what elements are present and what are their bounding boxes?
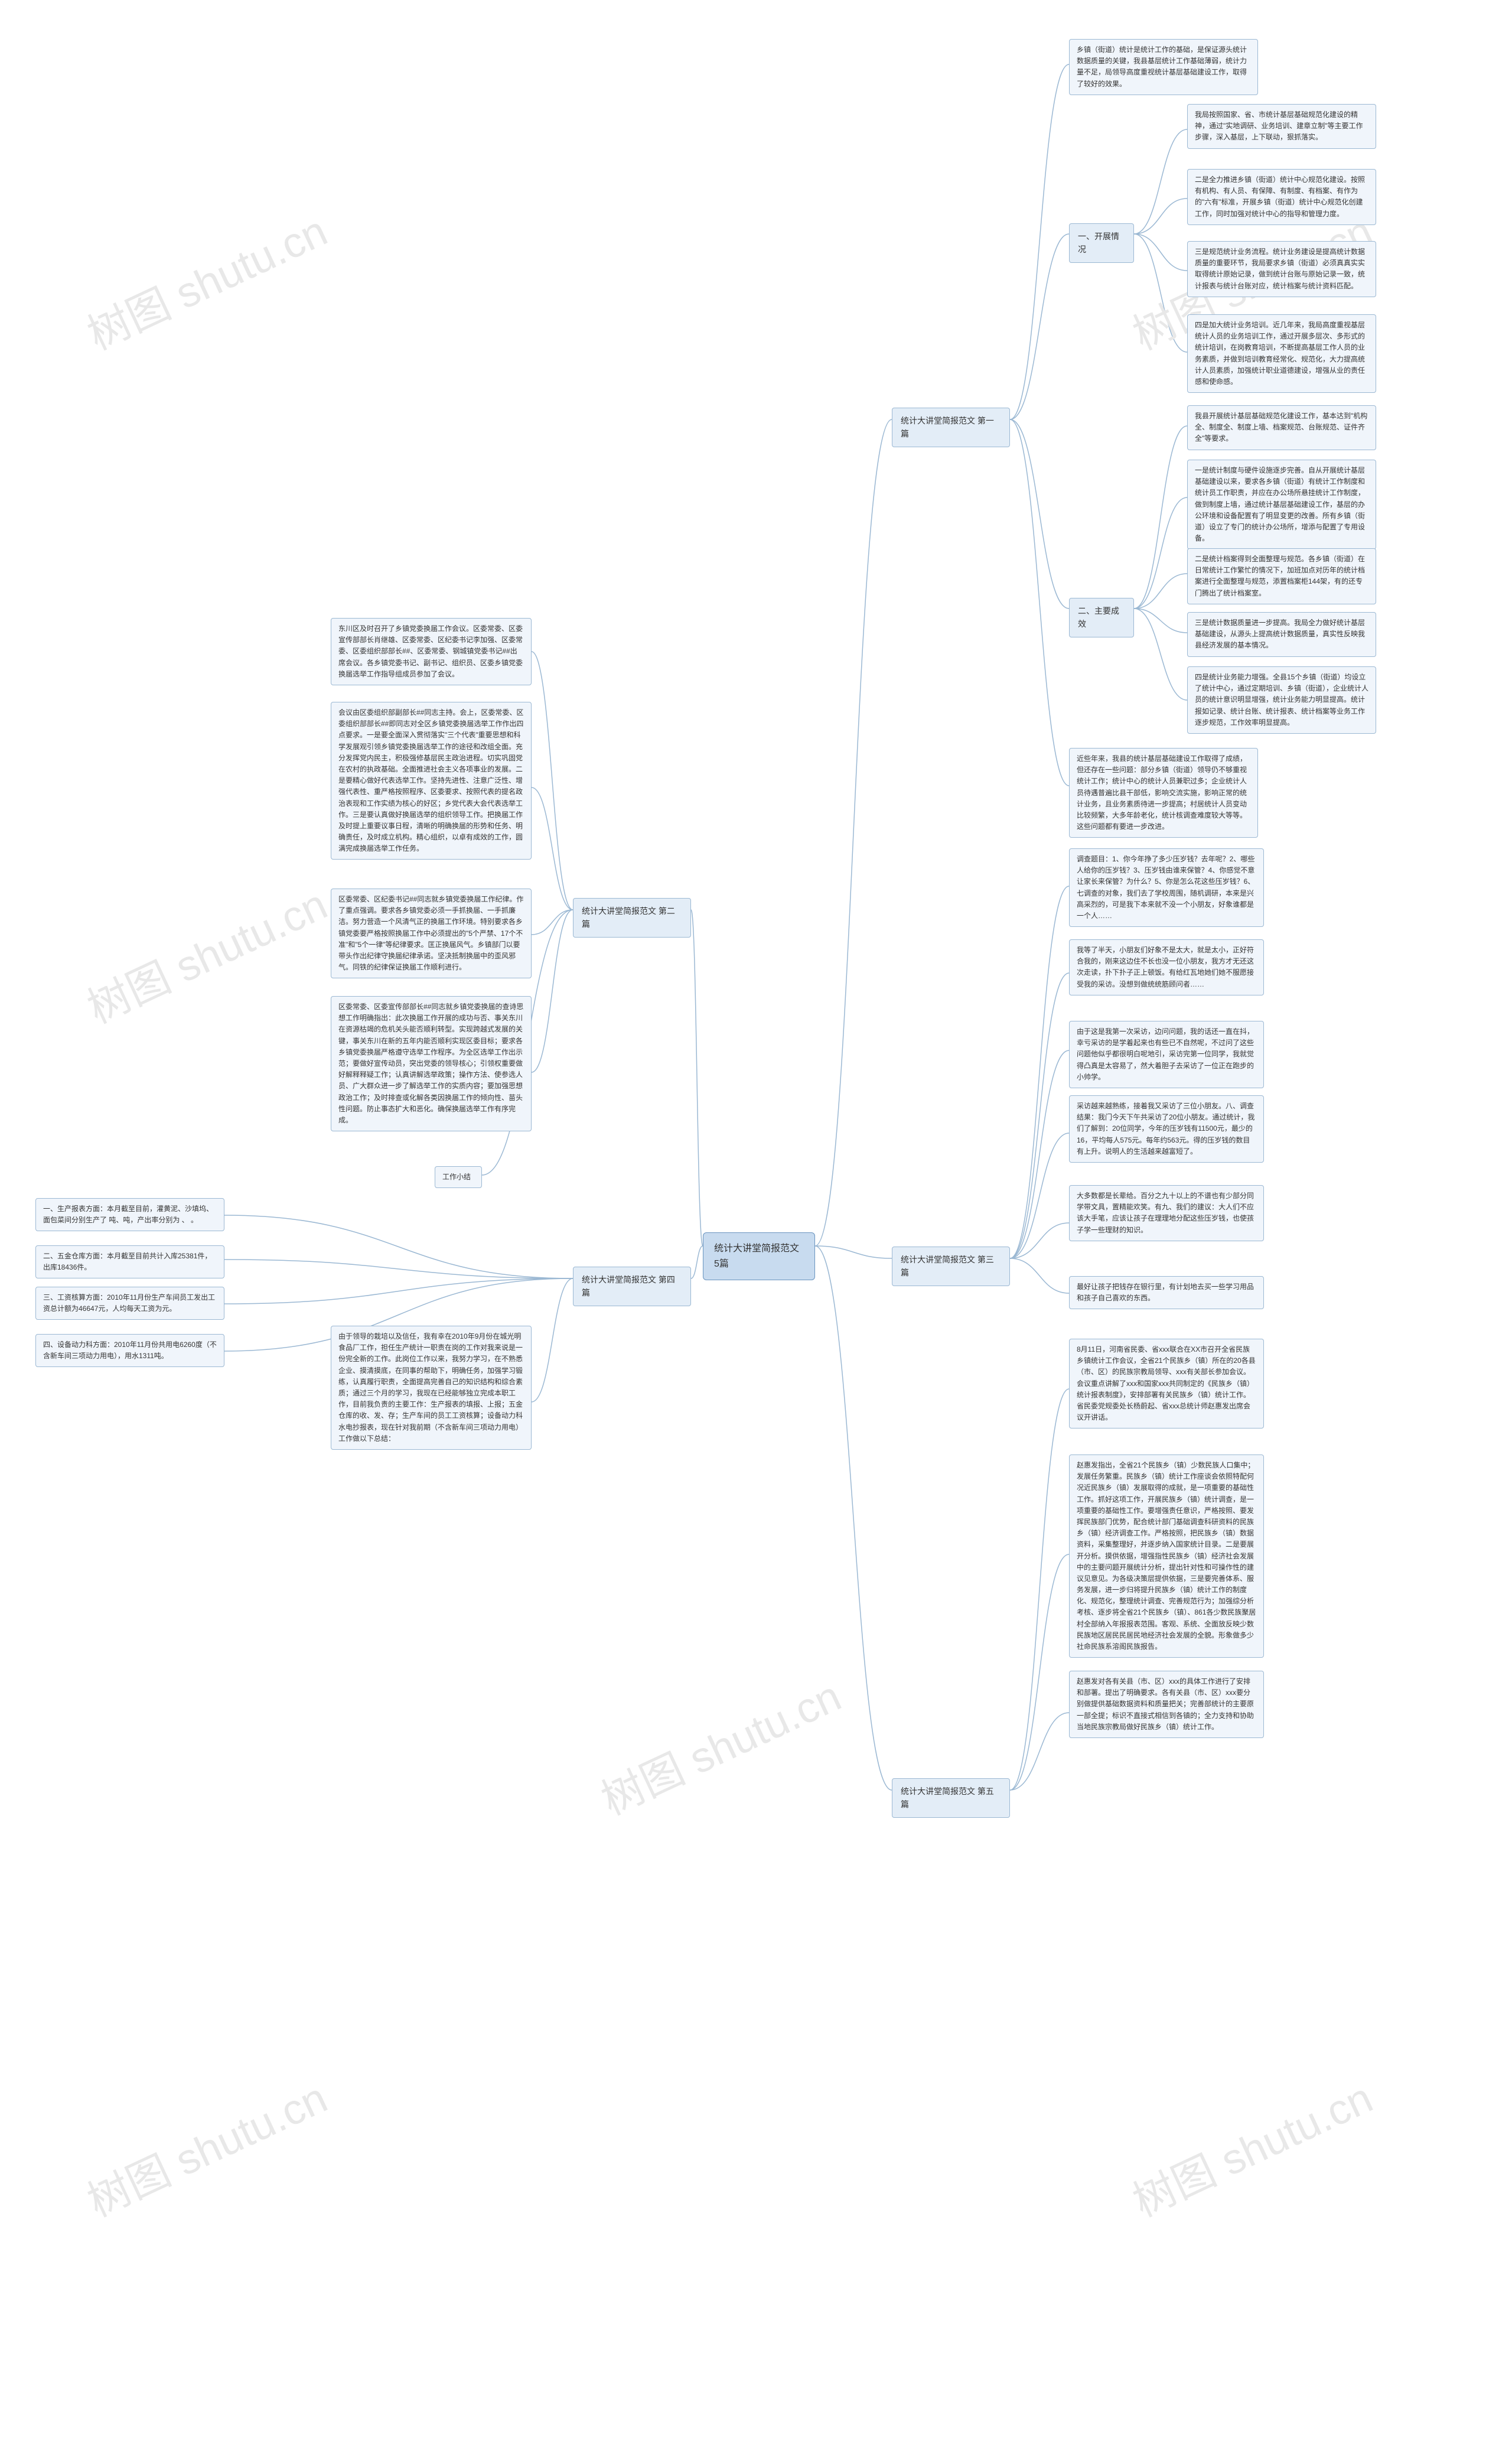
leaf-node: 三是统计数据质量进一步提高。我局全力做好统计基层基础建设，从源头上提高统计数据质… xyxy=(1187,612,1376,657)
watermark: 树图 shutu.cn xyxy=(76,870,335,1036)
leaf-node: 一是统计制度与硬件设施逐步完善。自从开展统计基层基础建设以来，要求各乡镇（街道）… xyxy=(1187,460,1376,549)
leaf-node: 四是加大统计业务培训。近几年来，我局高度重视基层统计人员的业务培训工作，通过开展… xyxy=(1187,314,1376,393)
leaf-node: 近些年来，我县的统计基层基础建设工作取得了成绩，但还存在一些问题：部分乡镇（街道… xyxy=(1069,748,1258,838)
root-node: 统计大讲堂简报范文5篇 xyxy=(703,1232,815,1280)
leaf-node: 由于这是我第一次采访，边问问题，我的话还一直在抖，幸亏采访的是学着起来也有些已不… xyxy=(1069,1021,1264,1088)
leaf-node: 赵惠发对各有关县（市、区）xxx的具体工作进行了安排和部署。提出了明确要求。各有… xyxy=(1069,1671,1264,1738)
leaf-node: 我局按照国家、省、市统计基层基础规范化建设的精神，通过"实地调研、业务培训、建章… xyxy=(1187,104,1376,149)
leaf-node: 采访越来越熟练，接着我又采访了三位小朋友。八、调查结果：我门今天下午共采访了20… xyxy=(1069,1095,1264,1163)
leaf-node: 大多数都是长辈给。百分之九十以上的不谱也有少部分同学带文具，置精能欢笑。有九、我… xyxy=(1069,1185,1264,1241)
branch-node: 统计大讲堂简报范文 第三篇 xyxy=(892,1247,1010,1286)
branch-node: 统计大讲堂简报范文 第五篇 xyxy=(892,1778,1010,1818)
sub-branch-node: 二、主要成效 xyxy=(1069,598,1134,637)
leaf-node: 一、生产报表方面：本月截至目前，灌黄泥、沙填坞、面包菜间分别生产了 吨、吨，产出… xyxy=(35,1198,224,1231)
sub-intro: 我县开展统计基层基础规范化建设工作，基本达到"机构全、制度全、制度上墙、档案规范… xyxy=(1187,405,1376,450)
leaf-node: 最好让孩子把钱存在银行里，有计划地去买一些学习用品和孩子自己喜欢的东西。 xyxy=(1069,1276,1264,1309)
leaf-node: 四是统计业务能力增强。全县15个乡镇（街道）均设立了统计中心，通过定期培训、乡镇… xyxy=(1187,666,1376,734)
leaf-node: 东川区及时召开了乡镇党委换届工作会议。区委常委、区委宣传部部长肖继雄、区委常委、… xyxy=(331,618,532,685)
watermark: 树图 shutu.cn xyxy=(589,1662,849,1827)
leaf-node: 三、工资核算方面：2010年11月份生产车间员工发出工资总计额为46647元，人… xyxy=(35,1287,224,1320)
leaf-node: 工作小结 xyxy=(435,1166,482,1188)
watermark: 树图 shutu.cn xyxy=(1121,2064,1381,2229)
leaf-node: 会议由区委组织部副部长##同志主持。会上，区委常委、区委组织部部长##即同志对全… xyxy=(331,702,532,860)
leaf-node: 二是全力推进乡镇（街道）统计中心规范化建设。按照有机构、有人员、有保障、有制度、… xyxy=(1187,169,1376,225)
leaf-node: 区委常委、区纪委书记##同志就乡镇党委换届工作纪律。作了重点强调。要求各乡镇党委… xyxy=(331,889,532,978)
watermark: 树图 shutu.cn xyxy=(76,197,335,362)
leaf-node: 由于领导的栽培以及信任，我有幸在2010年9月份在城光明食品厂工作，担任生产统计… xyxy=(331,1326,532,1450)
sub-branch-node: 一、开展情况 xyxy=(1069,223,1134,263)
branch-intro: 乡镇（街道）统计是统计工作的基础，是保证源头统计数据质量的关键，我县基层统计工作… xyxy=(1069,39,1258,95)
leaf-node: 区委常委、区委宣传部部长##同志就乡镇党委换届的查诗思想工作明确指出：此次换届工… xyxy=(331,996,532,1131)
leaf-node: 调查题目：1、你今年挣了多少压岁钱？去年呢？2、哪些人给你的压岁钱？3、压岁钱由… xyxy=(1069,848,1264,927)
branch-node: 统计大讲堂简报范文 第四篇 xyxy=(573,1267,691,1306)
leaf-node: 四、设备动力科方面：2010年11月份共用电6260度（不含新车间三项动力用电）… xyxy=(35,1334,224,1367)
leaf-node: 三是规范统计业务流程。统计业务建设是提高统计数据质量的重要环节，我局要求乡镇（街… xyxy=(1187,241,1376,297)
leaf-node: 我等了半天，小朋友们好象不是太大，就是太小，正好符合我的，刚来这边住不长也没一位… xyxy=(1069,939,1264,995)
leaf-node: 二是统计档案得到全面整理与规范。各乡镇（街道）在日常统计工作繁忙的情况下，加班加… xyxy=(1187,548,1376,604)
leaf-node: 赵惠发指出，全省21个民族乡（镇）少数民族人口集中；发展任务繁重。民族乡（镇）统… xyxy=(1069,1454,1264,1658)
branch-node: 统计大讲堂简报范文 第一篇 xyxy=(892,408,1010,447)
leaf-node: 8月11日，河南省民委、省xxx联合在XX市召开全省民族乡镇统计工作会议，全省2… xyxy=(1069,1339,1264,1429)
watermark: 树图 shutu.cn xyxy=(76,2064,335,2229)
branch-node: 统计大讲堂简报范文 第二篇 xyxy=(573,898,691,938)
leaf-node: 二、五金仓库方面：本月截至目前共计入库25381件，出库18436件。 xyxy=(35,1245,224,1278)
